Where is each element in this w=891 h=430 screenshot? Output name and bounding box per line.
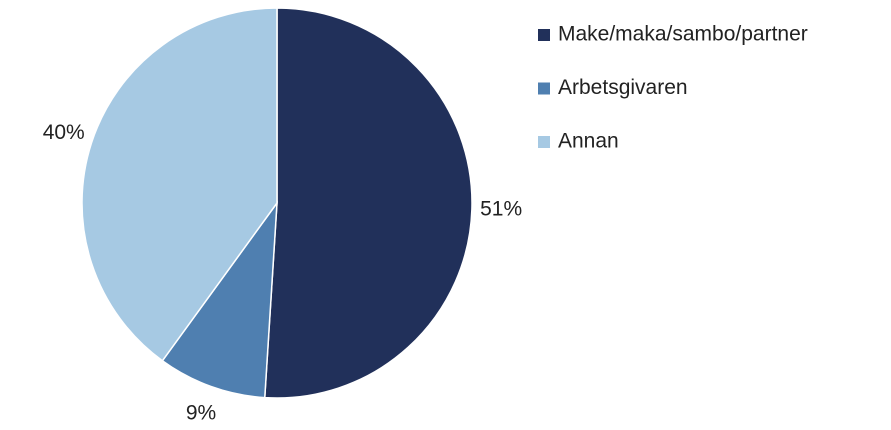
data-label: 51%	[480, 198, 522, 221]
legend-swatch	[538, 29, 550, 41]
legend-label: Annan	[558, 130, 619, 153]
data-label: 40%	[43, 121, 85, 144]
legend-label: Make/maka/sambo/partner	[558, 23, 808, 46]
data-label: 9%	[186, 402, 216, 425]
legend-swatch	[538, 82, 550, 95]
legend-swatch	[538, 136, 550, 148]
pie-slice	[263, 7, 473, 399]
pie-slice	[81, 7, 278, 362]
legend-label: Arbetsgivaren	[558, 76, 688, 99]
pie-slice	[161, 200, 278, 399]
